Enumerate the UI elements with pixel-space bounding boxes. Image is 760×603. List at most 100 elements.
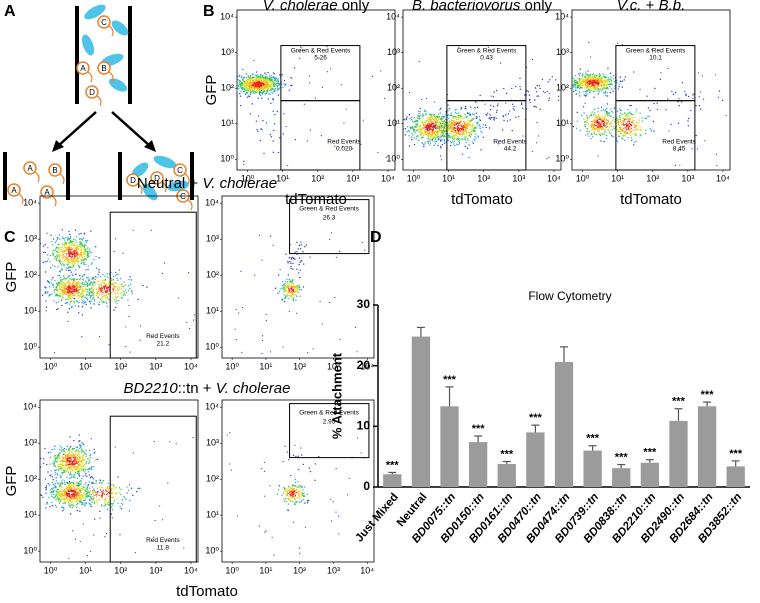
event-dot xyxy=(82,458,84,461)
y-tick-label: 10² xyxy=(556,83,569,93)
event-dot xyxy=(309,129,311,131)
event-dot xyxy=(47,451,50,454)
event-dot xyxy=(440,107,442,109)
event-dot xyxy=(415,126,417,129)
event-dot xyxy=(265,88,267,90)
event-dot xyxy=(417,139,420,142)
event-dot xyxy=(78,301,80,304)
event-dot xyxy=(489,114,491,116)
event-dot xyxy=(282,287,284,290)
event-dot xyxy=(593,73,595,75)
event-dot xyxy=(65,253,68,255)
event-dot xyxy=(95,255,97,258)
event-dot xyxy=(427,127,429,129)
title-part: V.c. xyxy=(617,0,642,14)
event-dot xyxy=(82,450,84,452)
event-dot xyxy=(86,554,89,557)
event-dot xyxy=(93,488,95,490)
event-dot xyxy=(434,137,436,139)
gate-value: 44.2 xyxy=(504,145,517,152)
event-dot xyxy=(265,122,268,124)
event-dot xyxy=(548,156,550,158)
event-dot xyxy=(74,281,76,283)
event-dot xyxy=(607,120,610,123)
event-dot xyxy=(58,448,61,451)
event-dot xyxy=(76,472,79,474)
event-dot xyxy=(576,111,578,114)
event-dot xyxy=(81,306,84,308)
event-dot xyxy=(589,115,591,117)
event-dot xyxy=(469,124,472,126)
event-dot xyxy=(175,443,177,445)
event-dot xyxy=(479,124,481,126)
event-dot xyxy=(444,128,447,130)
event-dot xyxy=(419,133,421,135)
event-dot xyxy=(73,301,76,304)
event-dot xyxy=(107,288,109,291)
event-dot xyxy=(263,84,266,87)
event-dot xyxy=(438,129,441,131)
predator-cell xyxy=(126,173,140,187)
event-dot xyxy=(93,293,95,296)
event-dot xyxy=(439,112,442,114)
event-dot xyxy=(462,138,464,140)
event-dot xyxy=(80,245,82,248)
event-dot xyxy=(511,87,513,90)
event-dot xyxy=(475,116,477,119)
y-tick-label: 10⁴ xyxy=(555,11,569,21)
cell-label: B xyxy=(52,166,57,175)
event-dot xyxy=(101,286,103,289)
x-tick-label: 10⁴ xyxy=(716,173,730,183)
event-dot xyxy=(455,134,458,137)
event-dot xyxy=(572,85,574,88)
event-dot xyxy=(247,85,250,88)
event-dot xyxy=(603,122,605,125)
event-dot xyxy=(266,91,269,93)
event-dot xyxy=(78,289,80,291)
event-dot xyxy=(85,473,87,475)
event-dot xyxy=(469,132,471,134)
event-dot xyxy=(296,241,298,244)
event-dot xyxy=(90,289,93,291)
event-dot xyxy=(260,89,263,92)
event-dot xyxy=(434,143,437,145)
event-dot xyxy=(442,117,444,120)
event-dot xyxy=(585,79,587,81)
event-dot xyxy=(85,250,87,253)
event-dot xyxy=(260,77,262,79)
event-dot xyxy=(98,284,100,286)
event-dot xyxy=(73,457,75,459)
event-dot xyxy=(487,46,489,49)
event-dot xyxy=(440,125,443,127)
event-dot xyxy=(71,474,73,476)
event-dot xyxy=(72,265,75,268)
event-dot xyxy=(335,256,337,258)
event-dot xyxy=(298,272,300,274)
event-dot xyxy=(282,283,285,286)
event-dot xyxy=(474,139,476,142)
event-dot xyxy=(595,124,598,127)
event-dot xyxy=(621,137,623,139)
event-dot xyxy=(77,458,79,461)
event-dot xyxy=(82,237,85,239)
event-dot xyxy=(338,250,341,252)
event-dot xyxy=(329,238,331,240)
y-tick-label: 10² xyxy=(206,270,219,280)
event-dot xyxy=(78,278,81,281)
predator-cell xyxy=(40,185,54,199)
event-dot xyxy=(595,78,597,81)
event-dot xyxy=(426,117,429,119)
event-dot xyxy=(584,87,586,89)
event-dot xyxy=(674,165,676,167)
event-dot xyxy=(115,282,118,285)
event-dot xyxy=(92,297,94,299)
event-dot xyxy=(442,122,444,125)
event-dot xyxy=(475,101,477,103)
event-dot xyxy=(68,255,70,257)
event-dot xyxy=(98,271,100,273)
event-dot xyxy=(623,139,626,142)
event-dot xyxy=(69,466,72,468)
predator-cell xyxy=(85,85,99,99)
event-dot xyxy=(593,108,596,111)
event-dot xyxy=(468,135,470,137)
